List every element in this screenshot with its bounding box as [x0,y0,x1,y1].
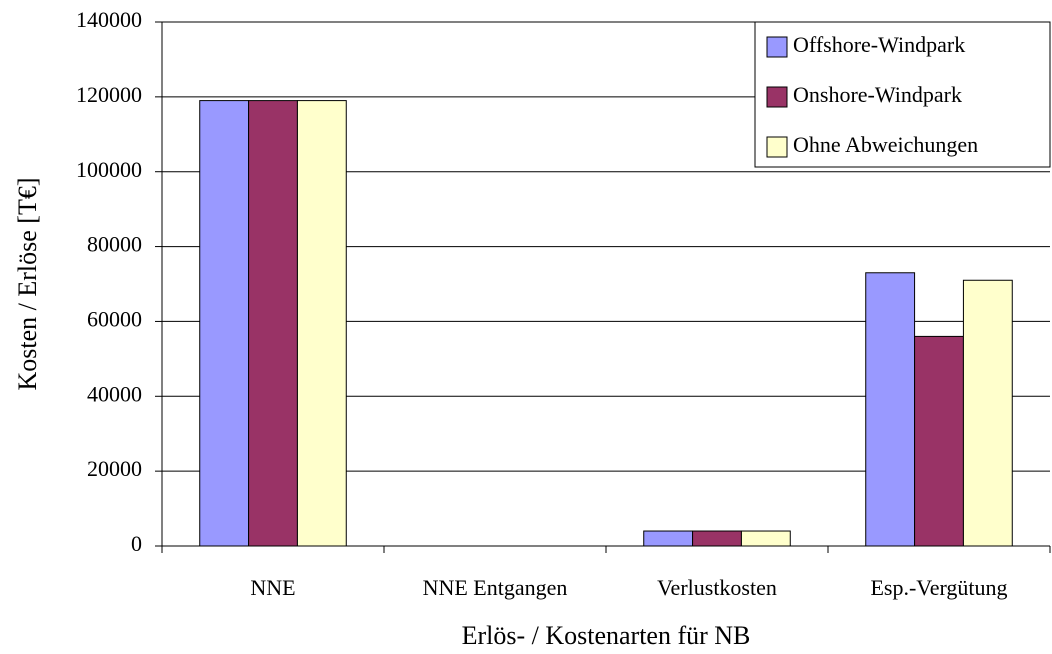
bar [962,279,1013,547]
y-axis-label: Kosten / Erlöse [T€] [13,177,42,390]
y-tick-label: 20000 [87,456,142,481]
y-tick-label: 80000 [87,232,142,257]
legend-swatch [766,136,788,158]
bar [199,100,250,547]
legend-label: Offshore-Windpark [793,32,965,57]
bar [643,530,694,547]
bar [914,335,964,547]
bar [740,530,791,547]
bar [248,100,298,547]
x-tick-label: NNE Entgangen [423,575,568,600]
x-tick-label: NNE [250,575,295,600]
y-tick-label: 120000 [76,82,142,107]
legend-swatch [766,86,788,108]
legend-box [754,21,1051,168]
y-tick-label: 60000 [87,306,142,331]
y-tick-label: 140000 [76,7,142,32]
x-tick-label: Esp.-Vergütung [870,575,1007,600]
y-tick-label: 0 [131,531,142,556]
y-tick-label: 100000 [76,157,142,182]
bar [296,100,347,547]
bar [865,272,916,547]
x-axis-label: Erlös- / Kostenarten für NB [462,621,751,650]
x-tick-label: Verlustkosten [657,575,777,600]
y-tick-label: 40000 [87,381,142,406]
legend-label: Onshore-Windpark [793,82,962,107]
bar [692,530,742,547]
legend-swatch [766,36,788,58]
legend-label: Ohne Abweichungen [793,132,978,157]
